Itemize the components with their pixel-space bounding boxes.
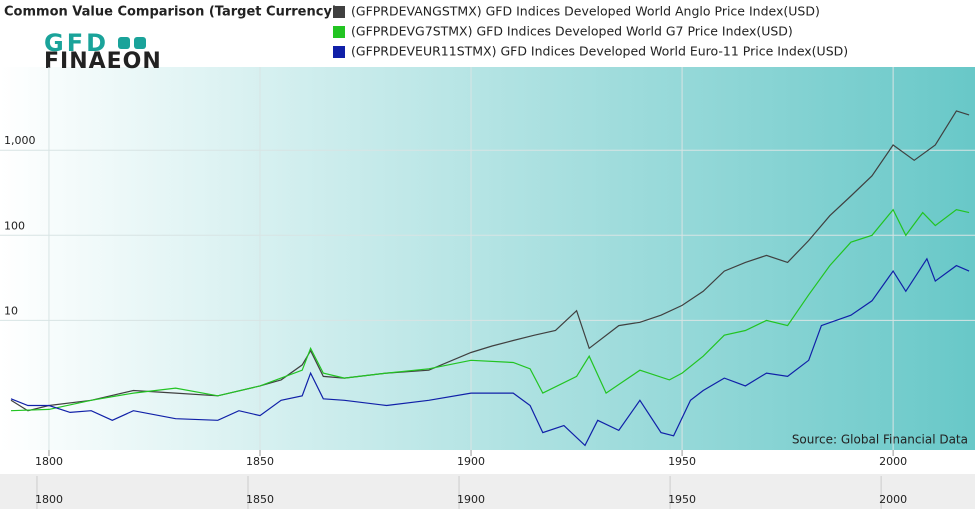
series-line — [10, 257, 970, 447]
logo: FINAEON — [44, 49, 162, 74]
y-tick-label: 100 — [4, 219, 25, 232]
logo-leaf — [134, 37, 146, 49]
series-line — [10, 208, 970, 412]
x-tick-label: 1800 — [35, 455, 63, 468]
navigator-label: 1800 — [35, 493, 63, 506]
y-tick-label: 10 — [4, 304, 18, 317]
chart-title: Common Value Comparison (Target Currency… — [4, 5, 338, 20]
navigator-label: 1900 — [457, 493, 485, 506]
logo-leaf — [118, 37, 130, 49]
navigator-label: 1950 — [668, 493, 696, 506]
legend-label: (GFPRDEVG7STMX) GFD Indices Developed Wo… — [351, 24, 793, 39]
navigator-label: 1850 — [246, 493, 274, 506]
x-tick-label: 1950 — [668, 455, 696, 468]
source-note: Source: Global Financial Data — [792, 433, 968, 447]
legend-swatch — [333, 6, 345, 18]
x-tick-label: 2000 — [879, 455, 907, 468]
x-tick-label: 1850 — [246, 455, 274, 468]
navigator-label: 2000 — [879, 493, 907, 506]
navigator[interactable] — [0, 474, 975, 509]
legend-label: (GFPRDEVANGSTMX) GFD Indices Developed W… — [351, 4, 820, 19]
legend-swatch — [333, 26, 345, 38]
plot-background — [0, 67, 975, 450]
legend-swatch — [333, 46, 345, 58]
legend-label: (GFPRDEVEUR11STMX) GFD Indices Developed… — [351, 44, 848, 59]
y-tick-label: 1,000 — [4, 134, 36, 147]
logo: GFD — [44, 29, 109, 57]
x-tick-label: 1900 — [457, 455, 485, 468]
